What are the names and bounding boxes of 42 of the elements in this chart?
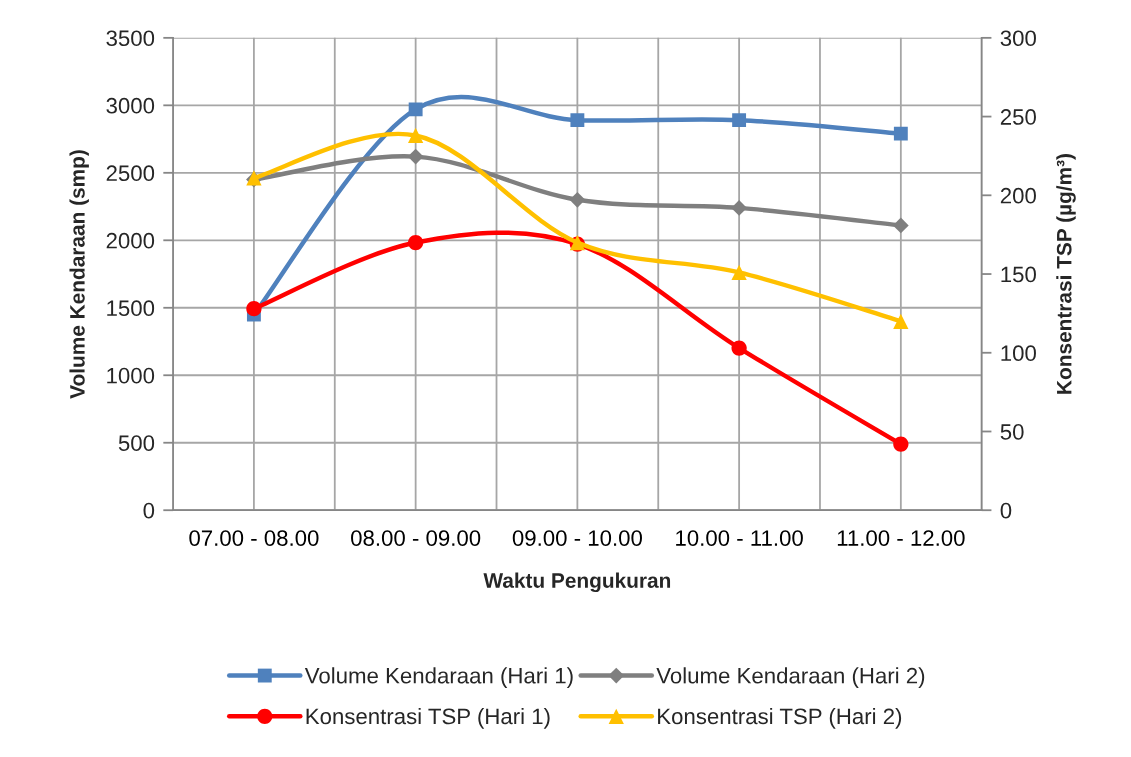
legend-label: Konsentrasi TSP (Hari 1) <box>306 707 550 729</box>
point <box>407 148 424 165</box>
point <box>246 301 262 317</box>
y-axis-title: Volume Kendaraan (smp) <box>69 150 89 399</box>
y-tick-label: 2500 <box>106 165 155 182</box>
y2-tick-label: 100 <box>1001 345 1036 362</box>
point <box>731 340 747 356</box>
point <box>569 191 586 208</box>
point <box>408 102 423 117</box>
point <box>893 126 908 141</box>
legend-label: Volume Kendaraan (Hari 1) <box>304 667 573 688</box>
y2-tick-label: 50 <box>1000 424 1024 440</box>
point <box>893 436 909 452</box>
y-tick-label: 2000 <box>106 232 155 249</box>
y2-tick-label: 200 <box>1000 187 1036 204</box>
x-tick-label: 10.00 - 11.00 <box>676 530 803 546</box>
y2-tick-label: 300 <box>1000 30 1036 47</box>
x-tick-label: 11.00 - 12.00 <box>837 530 965 546</box>
y-tick-label: 3500 <box>106 30 155 47</box>
point <box>570 113 585 128</box>
point <box>893 313 909 329</box>
y2-tick-label: 250 <box>1000 109 1036 125</box>
legend-label: Konsentrasi TSP (Hari 2) <box>658 707 902 729</box>
x-tick-label: 08.00 - 09.00 <box>351 530 481 546</box>
point <box>732 113 747 128</box>
y2-axis-title: Konsentrasi TSP (µg/m³) <box>1056 154 1076 394</box>
y-tick-label: 3000 <box>106 97 155 114</box>
x-axis-title: Waktu Pengukuran <box>483 572 671 593</box>
point <box>408 234 424 251</box>
y-tick-label: 1000 <box>107 367 155 384</box>
point <box>892 217 909 234</box>
point <box>408 127 424 144</box>
y2-tick-label: 0 <box>1000 502 1012 519</box>
x-tick-label: 09.00 - 10.00 <box>512 530 642 546</box>
y-tick-label: 500 <box>118 435 155 452</box>
point <box>731 264 747 281</box>
y-tick-label: 1500 <box>107 300 155 317</box>
legend-label: Volume Kendaraan (Hari 2) <box>656 667 925 688</box>
y-tick-label: 0 <box>143 502 155 519</box>
point <box>731 200 747 216</box>
x-tick-label: 07.00 - 08.00 <box>189 530 319 546</box>
y2-tick-label: 150 <box>1001 266 1036 283</box>
